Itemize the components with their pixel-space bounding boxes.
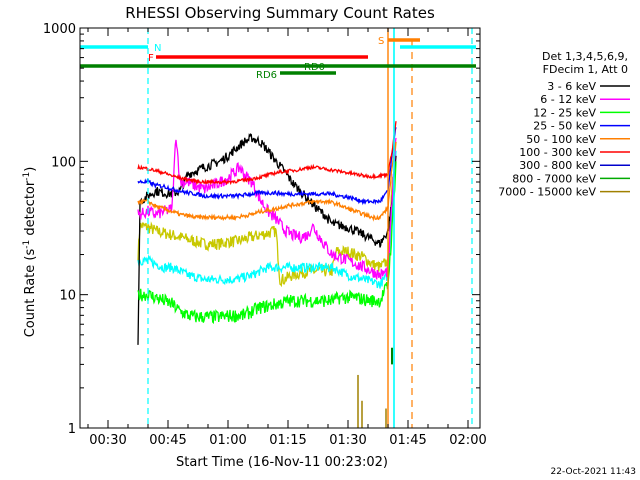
chart-title: RHESSI Observing Summary Count Rates (125, 4, 435, 22)
series-line-0 (137, 133, 397, 345)
flag-label-n: N (154, 43, 161, 54)
footer-date: 22-Oct-2021 11:43 (551, 467, 636, 477)
flag-label-f: F (148, 53, 154, 64)
legend-label-8: 7000 - 15000 keV (498, 186, 596, 199)
legend-label-5: 100 - 300 keV (519, 146, 596, 159)
y-axis-label-end: ) (23, 167, 38, 172)
legend-label-0: 3 - 6 keV (547, 80, 596, 93)
x-axis-label: Start Time (16-Nov-11 00:23:02) (176, 455, 388, 470)
x-tick-label-5: 01:45 (389, 433, 426, 448)
legend: Det 1,3,4,5,6,9,FDecim 1, Att 0 3 - 6 keV… (498, 50, 630, 199)
plot-area (137, 28, 473, 428)
x-tick-label-2: 01:00 (209, 433, 246, 448)
y-tick-label-2: 100 (51, 155, 76, 170)
legend-label-4: 50 - 100 keV (526, 133, 596, 146)
legend-label-3: 25 - 50 keV (533, 120, 596, 133)
y-axis-label-main: Count Rate (s (23, 249, 38, 338)
y-axis-label-sup: -1 (22, 240, 32, 249)
legend-label-7: 800 - 7000 keV (512, 172, 596, 185)
legend-label-6: 300 - 800 keV (519, 159, 596, 172)
y-axis-label-tail: detector (23, 180, 38, 240)
series-line-2 (137, 161, 397, 325)
flag-label-rd0: RD0 (304, 62, 325, 73)
series-line-3 (137, 127, 397, 206)
series-line-4 (137, 141, 397, 222)
series-yellow-line (137, 141, 397, 288)
flag-label-s: S (378, 36, 384, 47)
y-axis-label: Count Rate (s-1 detector-1) (22, 167, 38, 338)
legend-header-0: Det 1,3,4,5,6,9, (542, 50, 628, 63)
x-tick-label-3: 01:15 (269, 433, 306, 448)
flag-bars: NF RD0 RD6 S (80, 36, 476, 81)
plot-frame (79, 27, 481, 429)
y-tick-label-0: 1 (68, 422, 76, 437)
series-line-5 (137, 121, 397, 186)
x-tick-label-6: 02:00 (449, 433, 486, 448)
y-axis-label-sup2: -1 (22, 172, 32, 181)
flag-label-rd6: RD6 (256, 70, 277, 81)
x-tick-label-1: 00:45 (149, 433, 186, 448)
y-tick-label-1: 10 (59, 289, 76, 304)
y-tick-label-3: 1000 (43, 22, 76, 37)
legend-label-2: 12 - 25 keV (533, 106, 596, 119)
x-tick-label-4: 01:30 (329, 433, 366, 448)
legend-label-1: 6 - 12 keV (540, 93, 596, 106)
series-cyan-line (137, 150, 397, 289)
legend-header-1: FDecim 1, Att 0 (543, 63, 628, 76)
x-tick-label-0: 00:30 (89, 433, 126, 448)
axes: 1 10 100 1000 00:30 00:45 01:00 01:15 01:30 01:45… (43, 22, 487, 448)
